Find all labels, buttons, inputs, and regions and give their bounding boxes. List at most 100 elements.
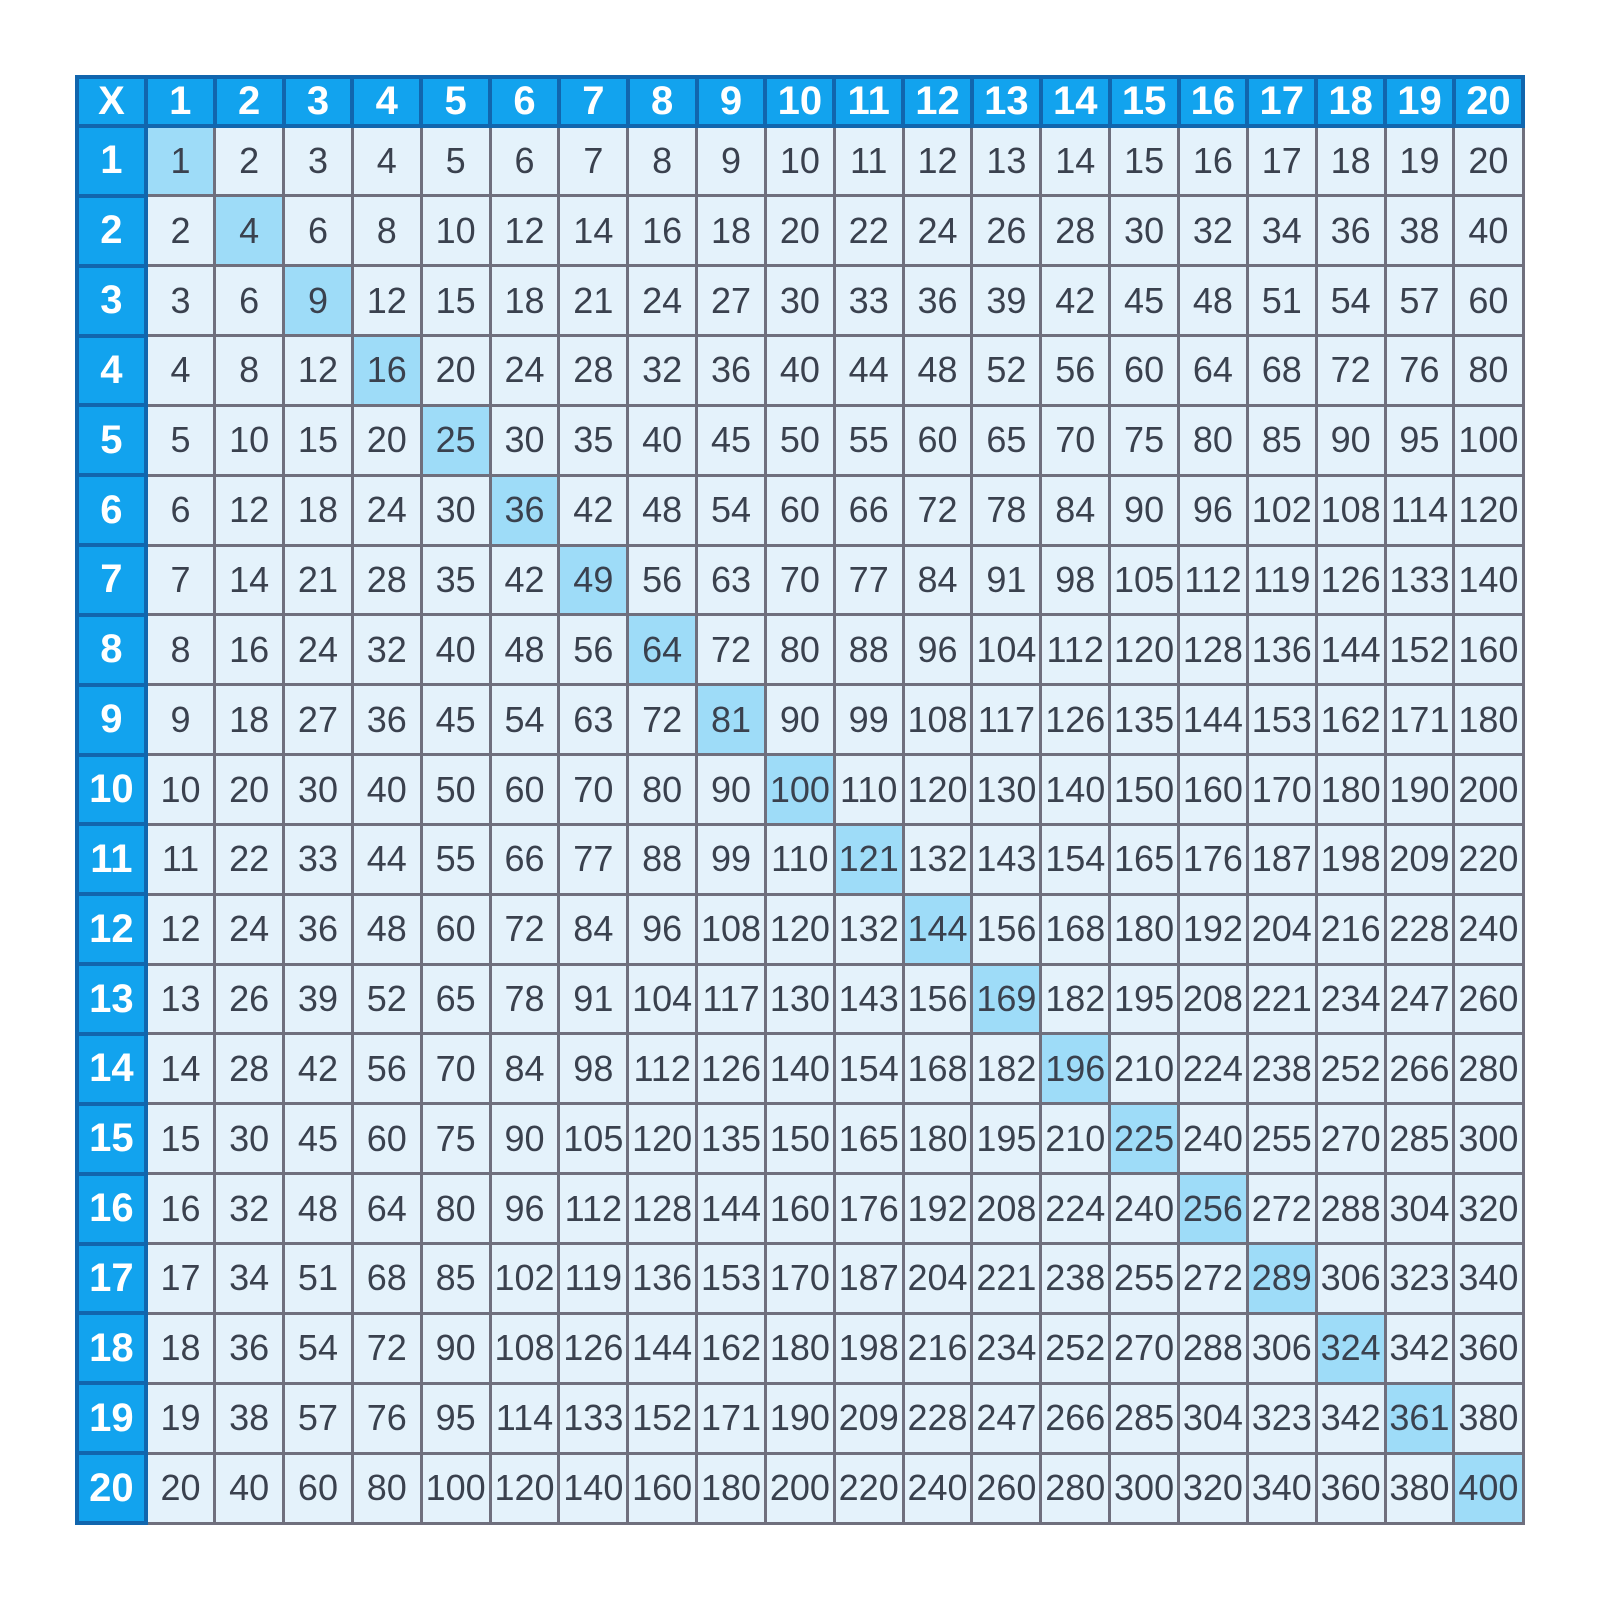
product-cell: 90 <box>1108 473 1180 547</box>
product-cell: 35 <box>419 543 492 617</box>
column-header-cell: 15 <box>1107 75 1181 128</box>
product-cell: 140 <box>1452 543 1525 617</box>
table-row: 8 8 16 24 32 40 48 56 64 72 80 88 96 104 112 120 128 136 1… <box>75 612 1525 687</box>
column-header-cell: 19 <box>1383 75 1456 128</box>
product-cell: 133 <box>1383 543 1456 617</box>
product-cell: 14 <box>557 194 630 268</box>
row-header-cell: 17 <box>75 1241 148 1316</box>
product-cell: 16 <box>350 334 423 407</box>
product-cell: 180 <box>695 1451 767 1525</box>
product-cell: 6 <box>282 194 354 268</box>
product-cell: 96 <box>626 892 699 966</box>
product-cell: 132 <box>901 822 974 896</box>
product-cell: 120 <box>763 892 836 966</box>
product-cell: 72 <box>488 892 561 966</box>
table-row: 13 13 26 39 52 65 78 91 104 117 130 143 156 169 182 195… <box>75 962 1525 1036</box>
product-cell: 96 <box>1177 473 1249 547</box>
product-cell: 225 <box>1108 1102 1180 1176</box>
product-cell: 72 <box>1314 334 1387 407</box>
product-cell: 51 <box>1245 264 1318 338</box>
product-cell: 14 <box>213 543 286 617</box>
product-cell: 168 <box>901 1032 974 1106</box>
product-cell: 198 <box>1314 822 1387 896</box>
product-cell: 112 <box>1039 613 1112 687</box>
product-cell: 152 <box>626 1381 699 1455</box>
row-header-cell: 18 <box>75 1311 148 1386</box>
product-cell: 208 <box>970 1172 1043 1245</box>
product-cell: 323 <box>1383 1242 1456 1315</box>
product-cell: 238 <box>1039 1242 1112 1315</box>
table-row: 10 10 20 30 40 50 60 70 80 90 100 110 120 130 140 150 16… <box>75 752 1525 827</box>
product-cell: 40 <box>213 1451 286 1525</box>
product-cell: 160 <box>1452 613 1525 687</box>
product-cell: 300 <box>1108 1451 1180 1525</box>
product-cell: 182 <box>970 1032 1043 1106</box>
product-cell: 272 <box>1245 1172 1318 1245</box>
product-cell: 272 <box>1177 1242 1249 1315</box>
table-row: 12 12 24 36 48 60 72 84 96 108 120 132 144 156 168 180 1… <box>75 892 1525 967</box>
product-cell: 36 <box>213 1311 286 1385</box>
product-cell: 28 <box>213 1032 286 1106</box>
product-cell: 108 <box>695 892 767 966</box>
product-cell: 8 <box>350 194 423 268</box>
product-cell: 65 <box>419 962 492 1036</box>
product-cell: 160 <box>763 1172 836 1245</box>
product-cell: 228 <box>1383 892 1456 966</box>
product-cell: 209 <box>1383 822 1456 896</box>
product-cell: 84 <box>557 892 630 966</box>
product-cell: 220 <box>1452 822 1525 896</box>
product-cell: 26 <box>970 194 1043 268</box>
product-cell: 10 <box>419 194 492 268</box>
product-cell: 20 <box>350 403 423 477</box>
product-cell: 36 <box>282 892 354 966</box>
product-cell: 5 <box>419 124 492 198</box>
product-cell: 24 <box>626 264 699 338</box>
product-cell: 195 <box>1108 962 1180 1036</box>
product-cell: 56 <box>626 543 699 617</box>
product-cell: 51 <box>282 1242 354 1315</box>
product-cell: 77 <box>557 822 630 896</box>
product-cell: 210 <box>1039 1102 1112 1176</box>
product-cell: 99 <box>832 683 905 757</box>
product-cell: 176 <box>832 1172 905 1245</box>
product-cell: 36 <box>488 473 561 547</box>
product-cell: 30 <box>763 264 836 338</box>
product-cell: 200 <box>763 1451 836 1525</box>
product-cell: 18 <box>144 1311 217 1385</box>
row-header-cell: 14 <box>75 1031 148 1106</box>
product-cell: 50 <box>419 753 492 826</box>
product-cell: 68 <box>350 1242 423 1315</box>
product-cell: 39 <box>970 264 1043 338</box>
product-cell: 28 <box>350 543 423 617</box>
product-cell: 153 <box>695 1242 767 1315</box>
product-cell: 224 <box>1039 1172 1112 1245</box>
product-cell: 270 <box>1108 1311 1180 1385</box>
product-cell: 64 <box>1177 334 1249 407</box>
product-cell: 76 <box>1383 334 1456 407</box>
product-cell: 60 <box>488 753 561 826</box>
product-cell: 45 <box>1108 264 1180 338</box>
product-cell: 162 <box>695 1311 767 1385</box>
product-cell: 280 <box>1452 1032 1525 1106</box>
product-cell: 14 <box>1039 124 1112 198</box>
row-header-cell: 11 <box>75 822 148 897</box>
product-cell: 17 <box>1245 124 1318 198</box>
product-cell: 18 <box>695 194 767 268</box>
product-cell: 150 <box>1108 753 1180 826</box>
product-cell: 95 <box>1383 403 1456 477</box>
product-cell: 135 <box>1108 683 1180 757</box>
product-cell: 104 <box>626 962 699 1036</box>
table-body: 1 1 2 3 4 5 6 7 8 9 10 11 12 13 14 15 16 17 18 19 20 2 2 4 6 8 10 1… <box>75 124 1525 1525</box>
product-cell: 3 <box>282 124 354 198</box>
table-row: 16 16 32 48 64 80 96 112 128 144 160 176 192 208 224 24… <box>75 1171 1525 1246</box>
product-cell: 102 <box>488 1242 561 1315</box>
product-cell: 135 <box>695 1102 767 1176</box>
product-cell: 221 <box>970 1242 1043 1315</box>
column-header-cell: 12 <box>901 75 974 128</box>
product-cell: 20 <box>213 753 286 826</box>
product-cell: 169 <box>970 962 1043 1036</box>
row-header-cell: 10 <box>75 752 148 827</box>
product-cell: 11 <box>832 124 905 198</box>
table-row: 17 17 34 51 68 85 102 119 136 153 170 187 204 221 238 2… <box>75 1241 1525 1316</box>
product-cell: 24 <box>350 473 423 547</box>
